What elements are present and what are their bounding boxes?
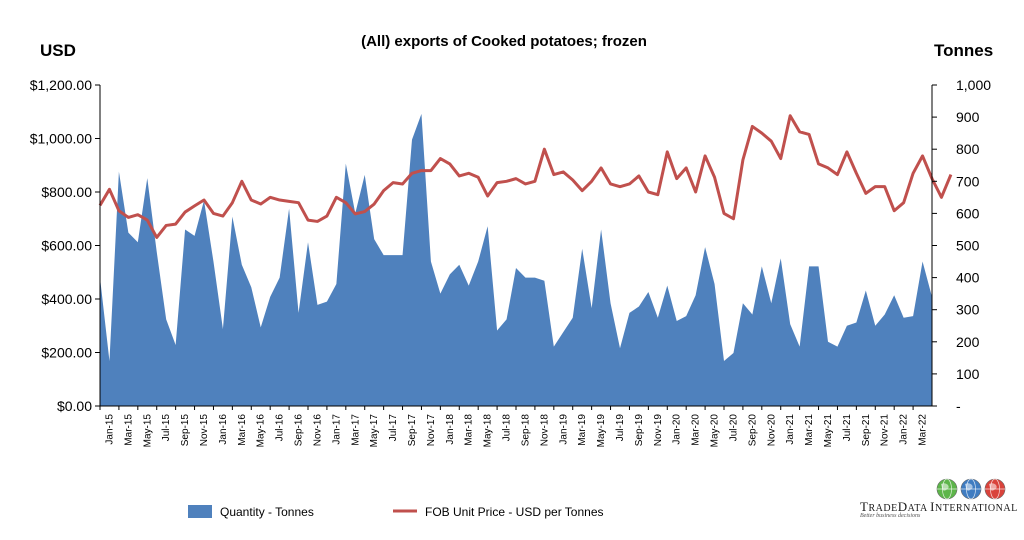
- x-tick-label: Mar-20: [691, 414, 702, 446]
- x-tick-label: May-15: [142, 414, 153, 448]
- series-area-quantity: [100, 113, 932, 406]
- globe-icon: [936, 478, 958, 500]
- left-tick-label: $1,200.00: [30, 77, 92, 93]
- left-tick-label: $400.00: [41, 291, 92, 307]
- x-tick-label: May-21: [823, 414, 834, 448]
- x-tick-label: Jan-15: [105, 414, 116, 445]
- left-tick-label: $1,000.00: [30, 131, 92, 147]
- legend-swatch-area: [188, 505, 212, 518]
- x-tick-label: Sep-21: [861, 414, 872, 447]
- x-tick-label: Jul-20: [729, 414, 740, 442]
- x-tick-label: Jul-21: [842, 414, 853, 442]
- x-tick-label: Sep-20: [747, 414, 758, 447]
- x-tick-label: Mar-21: [804, 414, 815, 446]
- right-tick-label: 400: [956, 270, 980, 286]
- chart-title: (All) exports of Cooked potatoes; frozen: [361, 33, 647, 50]
- x-tick-label: Mar-19: [577, 414, 588, 446]
- series-line-fob-price: [98, 114, 953, 239]
- x-tick-label: Jan-21: [785, 414, 796, 445]
- x-tick-label: May-16: [256, 414, 267, 448]
- x-tick-label: Sep-18: [521, 414, 532, 447]
- x-tick-label: Jan-19: [558, 414, 569, 445]
- x-tick-label: Nov-21: [880, 414, 891, 447]
- right-tick-label: -: [956, 398, 961, 414]
- x-tick-label: May-20: [710, 414, 721, 448]
- left-tick-label: $600.00: [41, 238, 92, 254]
- left-tick-label: $800.00: [41, 184, 92, 200]
- x-tick-label: Sep-16: [294, 414, 305, 447]
- right-tick-label: 700: [956, 173, 980, 189]
- right-tick-label: 800: [956, 141, 980, 157]
- x-tick-label: May-17: [369, 414, 380, 448]
- legend: Quantity - Tonnes FOB Unit Price - USD pe…: [188, 505, 604, 519]
- x-tick-label: Mar-22: [918, 414, 929, 446]
- x-tick-label: Nov-20: [766, 414, 777, 447]
- right-tick-label: 1,000: [956, 77, 991, 93]
- x-tick-label: Nov-19: [653, 414, 664, 447]
- x-tick-label: Mar-15: [123, 414, 134, 446]
- x-tick-label: May-18: [483, 414, 494, 448]
- x-tick-label: Sep-17: [407, 414, 418, 447]
- right-axis-unit: Tonnes: [934, 41, 993, 60]
- x-tick-label: Nov-18: [539, 414, 550, 447]
- x-tick-label: Nov-16: [313, 414, 324, 447]
- right-tick-label: 600: [956, 205, 980, 221]
- x-tick-label: Jan-18: [445, 414, 456, 445]
- x-tick-label: Sep-15: [180, 414, 191, 447]
- x-tick-label: Jul-17: [388, 414, 399, 442]
- legend-label: Quantity - Tonnes: [220, 505, 314, 519]
- right-tick-label: 100: [956, 366, 980, 382]
- x-tick-label: Jan-17: [331, 414, 342, 445]
- x-tick-label: Jul-16: [275, 414, 286, 442]
- x-tick-label: Mar-18: [464, 414, 475, 446]
- right-tick-label: 500: [956, 238, 980, 254]
- globe-icon: [984, 478, 1006, 500]
- x-tick-label: Jul-15: [161, 414, 172, 442]
- brand-logo: TRADEDATA INTERNATIONAL Better business …: [856, 478, 1017, 520]
- left-tick-label: $0.00: [57, 398, 92, 414]
- x-tick-label: Nov-15: [199, 414, 210, 447]
- x-tick-label: Mar-17: [350, 414, 361, 446]
- x-tick-label: Jan-22: [899, 414, 910, 445]
- x-tick-label: Jan-20: [672, 414, 683, 445]
- right-tick-label: 200: [956, 334, 980, 350]
- x-tick-label: May-19: [596, 414, 607, 448]
- globe-icon: [960, 478, 982, 500]
- legend-label: FOB Unit Price - USD per Tonnes: [425, 505, 604, 519]
- x-tick-label: Mar-16: [237, 414, 248, 446]
- brand-name: TRADEDATA INTERNATIONAL: [860, 499, 1018, 514]
- brand-tagline: Better business decisions: [860, 513, 921, 519]
- plot-area: $0.00 $200.00 $400.00 $600.00 $800.00 $1,000.…: [30, 77, 992, 447]
- x-tick-label: Jan-16: [218, 414, 229, 445]
- left-tick-label: $200.00: [41, 345, 92, 361]
- x-tick-label: Nov-17: [426, 414, 437, 447]
- right-tick-label: 900: [956, 109, 980, 125]
- x-tick-label: Jul-19: [615, 414, 626, 442]
- left-axis-unit: USD: [40, 41, 76, 60]
- right-tick-label: 300: [956, 302, 980, 318]
- x-tick-label: Sep-19: [634, 414, 645, 447]
- x-tick-label: Jul-18: [502, 414, 513, 442]
